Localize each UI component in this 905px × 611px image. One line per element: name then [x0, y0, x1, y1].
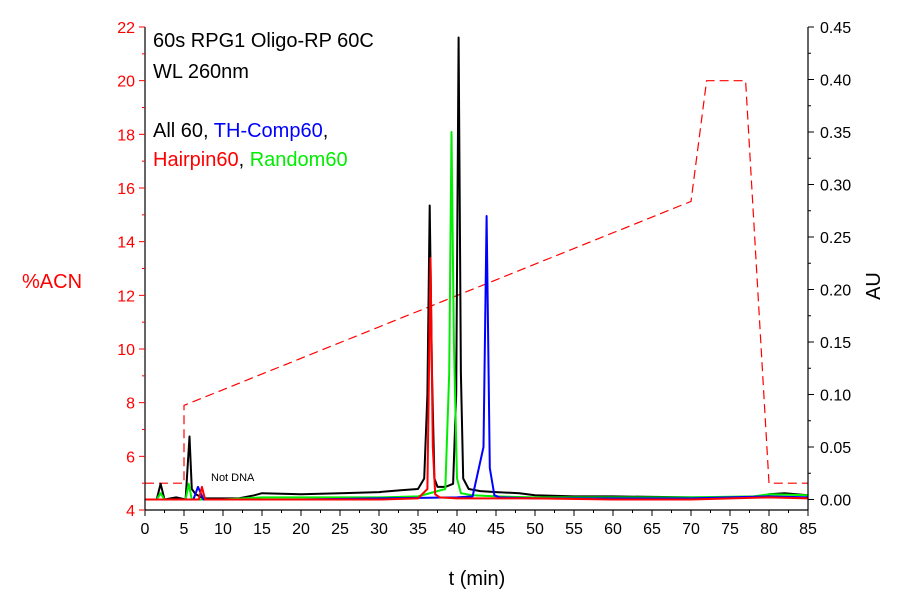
y-left-tick-label-18: 18 [117, 127, 135, 144]
legend-random60: Random60 [250, 149, 348, 171]
x-tick-label-50: 50 [526, 521, 544, 538]
x-tick-label-30: 30 [370, 521, 388, 538]
series-hairpin60 [145, 257, 809, 501]
legend-hairpin60: Hairpin60 [153, 149, 239, 171]
y-right-tick-label-0.10: 0.10 [820, 388, 851, 405]
y-right-tick-label-0.15: 0.15 [820, 335, 851, 352]
x-tick-label-65: 65 [643, 521, 661, 538]
y-right-tick-label-0.45: 0.45 [820, 20, 851, 37]
legend-thcomp60: TH-Comp60 [214, 120, 323, 142]
y-left-tick-label-10: 10 [117, 342, 135, 359]
x-tick-label-10: 10 [214, 521, 232, 538]
x-tick-label-15: 15 [253, 521, 271, 538]
y-axis-left-title: %ACN [22, 271, 82, 293]
x-axis-title: t (min) [449, 568, 506, 590]
y-left-tick-label-16: 16 [117, 181, 135, 198]
legend-sep-2: , [323, 120, 329, 142]
legend-sep-1: , [203, 120, 214, 142]
y-axis-right-title: AU [863, 272, 885, 300]
y-right-tick-label-0.05: 0.05 [820, 440, 851, 457]
x-tick-label-70: 70 [682, 521, 700, 538]
y-left-tick-label-22: 22 [117, 20, 135, 37]
y-axis-right: 0.00 0.05 0.10 0.15 0.20 0.25 0.30 0.35 0.40 0.45 [808, 20, 851, 510]
x-tick-label-35: 35 [409, 521, 427, 538]
y-left-tick-label-20: 20 [117, 74, 135, 91]
legend-all60: All 60 [153, 120, 203, 142]
y-left-tick-label-14: 14 [117, 235, 135, 252]
x-tick-label-45: 45 [487, 521, 505, 538]
y-right-tick-label-0.25: 0.25 [820, 230, 851, 247]
legend-sep-3: , [239, 149, 250, 171]
y-right-tick-label-0.40: 0.40 [820, 73, 851, 90]
y-left-tick-label-8: 8 [126, 396, 135, 413]
y-left-tick-label-12: 12 [117, 288, 135, 305]
x-tick-label-5: 5 [180, 521, 189, 538]
y-left-tick-label-6: 6 [126, 449, 135, 466]
y-right-tick-label-0.30: 0.30 [820, 178, 851, 195]
series-random60 [145, 131, 809, 501]
x-tick-label-80: 80 [760, 521, 778, 538]
legend-line-2: Hairpin60, Random60 [153, 149, 348, 171]
x-tick-label-40: 40 [448, 521, 466, 538]
y-axis-left: 4 6 8 10 12 14 16 18 20 22 [117, 20, 145, 520]
plot-frame [144, 27, 809, 511]
x-tick-label-85: 85 [799, 521, 817, 538]
y-right-tick-label-0.35: 0.35 [820, 125, 851, 142]
annotation-method: 60s RPG1 Oligo-RP 60C [153, 30, 374, 52]
x-axis: 0 5 10 15 20 25 30 35 40 45 50 55 60 65 70 75 80 85 [141, 510, 817, 538]
y-right-tick-label-0.20: 0.20 [820, 283, 851, 300]
x-tick-label-55: 55 [565, 521, 583, 538]
x-tick-label-20: 20 [292, 521, 310, 538]
x-tick-label-0: 0 [141, 521, 150, 538]
y-right-tick-label-0.00: 0.00 [820, 493, 851, 510]
legend-line-1: All 60, TH-Comp60, [153, 120, 328, 142]
annotation-wavelength: WL 260nm [153, 61, 249, 83]
series-all-60 [145, 36, 809, 501]
series-layer [145, 36, 809, 501]
x-tick-label-75: 75 [721, 521, 739, 538]
y-left-tick-label-4: 4 [126, 503, 135, 520]
series-th-comp60 [145, 215, 809, 501]
annotation-not-dna: Not DNA [211, 472, 255, 484]
x-tick-label-60: 60 [604, 521, 622, 538]
x-tick-label-25: 25 [331, 521, 349, 538]
